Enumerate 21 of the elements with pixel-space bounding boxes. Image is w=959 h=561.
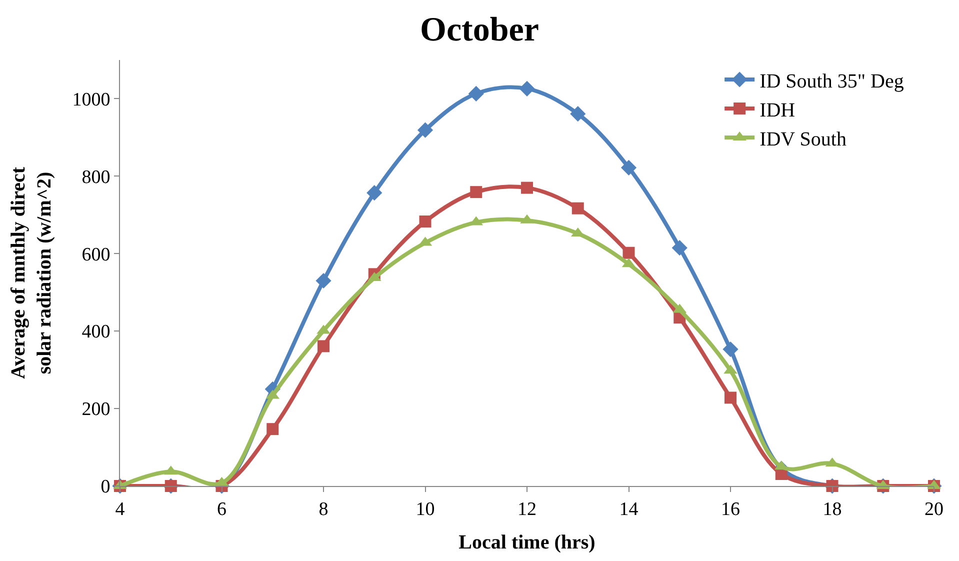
x-axis-title: Local time (hrs): [458, 531, 596, 554]
legend-label: IDH: [760, 99, 796, 122]
y-tick-label: 800: [82, 166, 110, 188]
x-tick-label: 16: [721, 498, 740, 520]
x-tick-label: 4: [115, 498, 126, 520]
x-tick-label: 6: [217, 498, 226, 520]
chart-title: October: [420, 12, 539, 49]
y-tick-label: 400: [82, 322, 110, 343]
y-tick-label: 1000: [72, 89, 110, 110]
x-tick-label: 8: [318, 498, 328, 520]
y-tick-label: 0: [100, 476, 110, 498]
x-tick-label: 14: [619, 498, 639, 520]
x-tick-label: 12: [518, 498, 536, 520]
x-tick-label: 20: [924, 498, 944, 520]
y-axis-title: Average of mnthly direct solar radiation (w/m^2): [8, 166, 56, 379]
x-tick-label: 18: [822, 498, 842, 520]
legend-label: ID South 35" Deg: [760, 70, 904, 92]
y-tick-label: 600: [82, 244, 110, 266]
x-tick-label: 10: [416, 498, 435, 520]
legend-label: IDV South: [760, 128, 846, 150]
y-tick-label: 200: [82, 399, 110, 420]
